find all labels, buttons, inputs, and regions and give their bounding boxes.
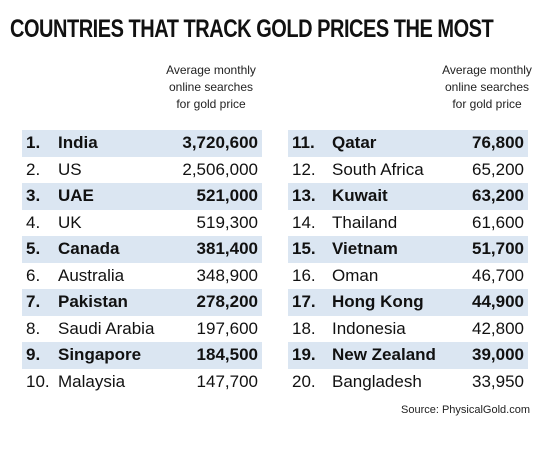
rank-cell: 19. xyxy=(292,345,316,364)
search-volume-cell: 39,000 xyxy=(472,345,524,364)
rank-cell: 6. xyxy=(26,265,41,285)
table-row: 12. South Africa 65,200 xyxy=(288,157,528,184)
search-volume-cell: 65,200 xyxy=(472,159,524,179)
rank-cell: 16. xyxy=(292,265,316,285)
search-volume-cell: 278,200 xyxy=(196,292,258,311)
country-cell: Hong Kong xyxy=(332,292,424,311)
column-header-line: online searches xyxy=(444,80,530,94)
search-volume-cell: 381,400 xyxy=(196,239,258,258)
table-row: 18. Indonesia 42,800 xyxy=(288,316,528,343)
country-cell: Qatar xyxy=(332,133,377,152)
table-row: 7. Pakistan 278,200 xyxy=(22,289,262,316)
country-cell: Vietnam xyxy=(332,239,398,258)
country-cell: Canada xyxy=(58,239,120,258)
rank-cell: 10. xyxy=(26,371,50,391)
table-row: 2. US 2,506,000 xyxy=(22,157,262,184)
table-row: 3. UAE 521,000 xyxy=(22,183,262,210)
table-row: 11. Qatar 76,800 xyxy=(288,130,528,157)
search-volume-cell: 2,506,000 xyxy=(182,159,258,179)
table-row: 20. Bangladesh 33,950 xyxy=(288,369,528,396)
country-cell: New Zealand xyxy=(332,345,436,364)
country-cell: Australia xyxy=(58,265,125,285)
country-cell: Bangladesh xyxy=(332,371,422,391)
search-volume-cell: 348,900 xyxy=(196,265,258,285)
rank-cell: 4. xyxy=(26,212,41,232)
country-cell: Saudi Arabia xyxy=(58,318,155,338)
search-volume-cell: 46,700 xyxy=(472,265,524,285)
country-cell: South Africa xyxy=(332,159,424,179)
search-volume-cell: 76,800 xyxy=(472,133,524,152)
table-row: 19. New Zealand 39,000 xyxy=(288,342,528,369)
country-cell: Thailand xyxy=(332,212,398,232)
table-row: 6. Australia 348,900 xyxy=(22,263,262,290)
rank-cell: 20. xyxy=(292,371,316,391)
search-volume-cell: 197,600 xyxy=(196,318,258,338)
country-cell: Malaysia xyxy=(58,371,126,391)
table-row: 17. Hong Kong 44,900 xyxy=(288,289,528,316)
search-volume-cell: 519,300 xyxy=(196,212,258,232)
search-volume-cell: 42,800 xyxy=(472,318,524,338)
rank-cell: 5. xyxy=(26,239,41,258)
search-volume-cell: 33,950 xyxy=(472,371,524,391)
search-volume-cell: 521,000 xyxy=(196,186,258,205)
rank-cell: 11. xyxy=(292,133,315,152)
table-row: 5. Canada 381,400 xyxy=(22,236,262,263)
left-ranking-table: 1. India 3,720,600 2. US 2,506,000 3. UAE 521,00… xyxy=(22,130,262,395)
column-header-line: online searches xyxy=(168,80,254,94)
table-row: 4. UK 519,300 xyxy=(22,210,262,237)
rank-cell: 3. xyxy=(26,186,41,205)
country-cell: Kuwait xyxy=(332,186,388,205)
country-cell: US xyxy=(58,159,82,179)
country-cell: India xyxy=(58,133,98,152)
country-cell: Indonesia xyxy=(332,318,406,338)
search-volume-cell: 147,700 xyxy=(196,371,258,391)
rank-cell: 2. xyxy=(26,159,41,179)
country-cell: UK xyxy=(58,212,82,232)
rank-cell: 14. xyxy=(292,212,316,232)
country-cell: Pakistan xyxy=(58,292,128,311)
column-header-line: Average monthly xyxy=(166,63,256,77)
rank-cell: 17. xyxy=(292,292,316,311)
search-volume-cell: 61,600 xyxy=(472,212,524,232)
column-header-line: for gold price xyxy=(176,97,246,111)
rank-cell: 7. xyxy=(26,292,41,311)
right-ranking-table: 11. Qatar 76,800 12. South Africa 65,200 13. Ku… xyxy=(288,130,528,395)
search-volume-cell: 44,900 xyxy=(472,292,524,311)
rank-cell: 9. xyxy=(26,345,41,364)
table-row: 8. Saudi Arabia 197,600 xyxy=(22,316,262,343)
rank-cell: 1. xyxy=(26,133,41,152)
table-row: 10. Malaysia 147,700 xyxy=(22,369,262,396)
table-row: 15. Vietnam 51,700 xyxy=(288,236,528,263)
table-row: 13. Kuwait 63,200 xyxy=(288,183,528,210)
column-header-line: for gold price xyxy=(452,97,522,111)
table-row: 9. Singapore 184,500 xyxy=(22,342,262,369)
left-column-header: Average monthly online searches for gold… xyxy=(152,62,270,113)
chart-title: COUNTRIES THAT TRACK GOLD PRICES THE MOS… xyxy=(10,15,494,43)
table-row: 1. India 3,720,600 xyxy=(22,130,262,157)
rank-cell: 8. xyxy=(26,318,41,338)
table-row: 14. Thailand 61,600 xyxy=(288,210,528,237)
rank-cell: 12. xyxy=(292,159,316,179)
right-column-header: Average monthly online searches for gold… xyxy=(428,62,546,113)
rank-cell: 13. xyxy=(292,186,316,205)
rank-cell: 18. xyxy=(292,318,316,338)
search-volume-cell: 3,720,600 xyxy=(182,133,258,152)
table-row: 16. Oman 46,700 xyxy=(288,263,528,290)
column-header-line: Average monthly xyxy=(442,63,532,77)
rank-cell: 15. xyxy=(292,239,316,258)
search-volume-cell: 184,500 xyxy=(196,345,258,364)
search-volume-cell: 63,200 xyxy=(472,186,524,205)
search-volume-cell: 51,700 xyxy=(472,239,524,258)
country-cell: Singapore xyxy=(58,345,142,364)
source-note: Source: PhysicalGold.com xyxy=(401,404,530,416)
country-cell: Oman xyxy=(332,265,379,285)
country-cell: UAE xyxy=(58,186,94,205)
